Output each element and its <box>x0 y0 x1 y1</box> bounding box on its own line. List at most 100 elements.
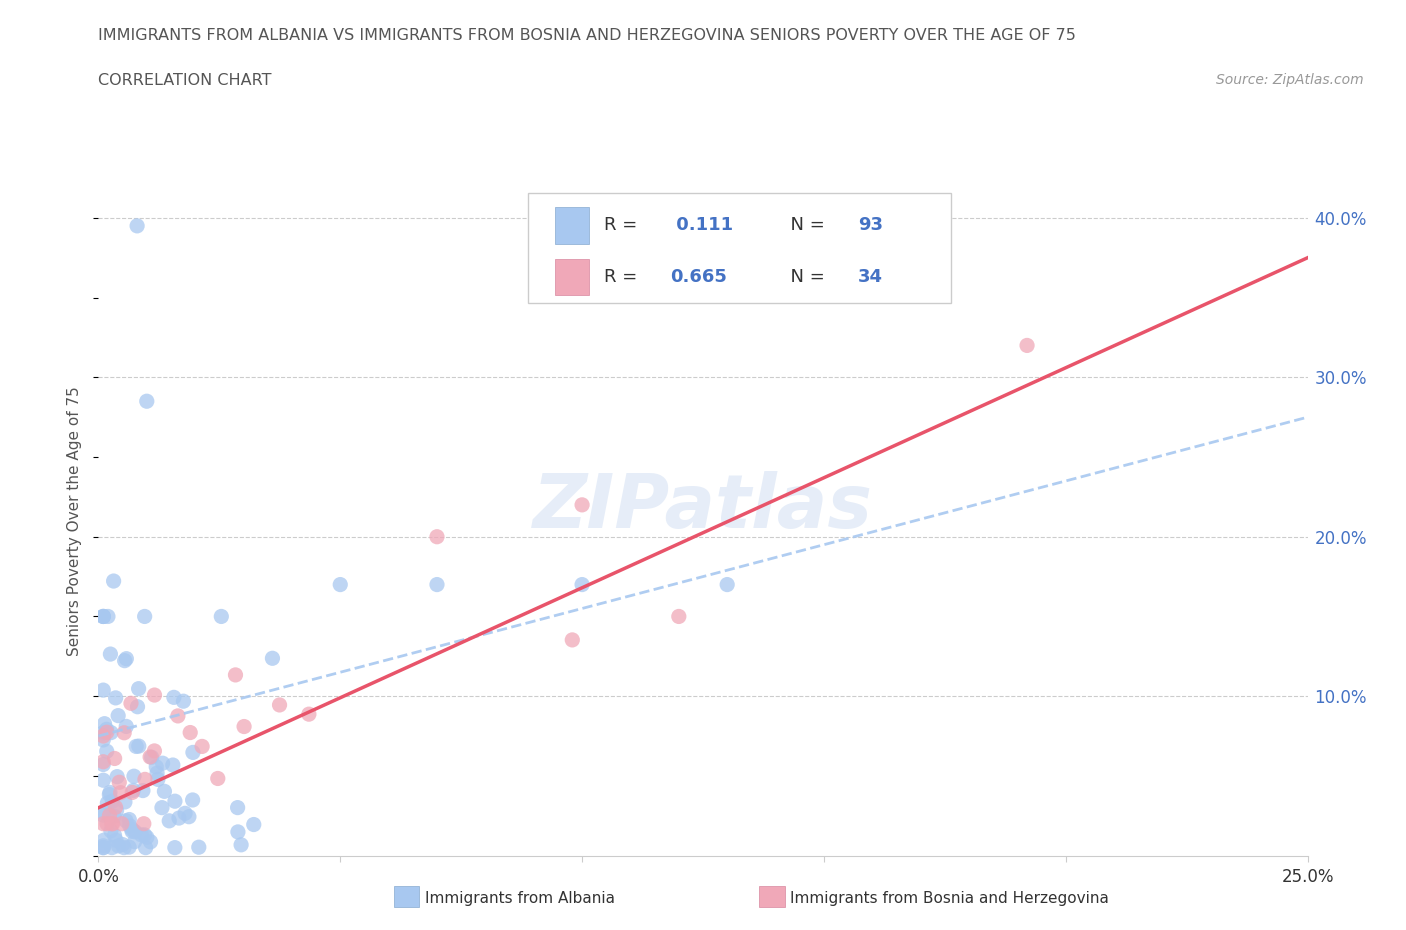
Point <box>139 750 162 764</box>
Text: Source: ZipAtlas.com: Source: ZipAtlas.com <box>1216 73 1364 86</box>
Point <box>124 834 146 849</box>
Point <box>329 578 352 592</box>
Text: Immigrants from Albania: Immigrants from Albania <box>425 891 614 906</box>
Point <box>118 840 141 855</box>
Point <box>150 800 173 815</box>
Point <box>141 750 163 764</box>
Point <box>209 609 232 624</box>
Point <box>122 783 145 798</box>
FancyBboxPatch shape <box>555 206 589 244</box>
Point <box>668 609 690 624</box>
Point <box>105 769 128 784</box>
Point <box>191 739 214 754</box>
Point <box>105 803 128 817</box>
Point <box>143 687 166 702</box>
Point <box>152 756 174 771</box>
Point <box>163 690 186 705</box>
Point <box>91 609 114 624</box>
Point <box>100 823 122 838</box>
Point <box>96 724 118 739</box>
Point <box>167 709 190 724</box>
Point <box>91 817 114 831</box>
Point <box>98 787 121 802</box>
Point <box>103 809 125 824</box>
Text: 0.665: 0.665 <box>671 268 727 286</box>
Point <box>91 804 114 819</box>
Point <box>132 783 155 798</box>
Point <box>127 219 149 233</box>
Point <box>135 393 157 408</box>
Point <box>174 806 197 821</box>
Point <box>207 771 229 786</box>
Point <box>139 834 162 849</box>
Point <box>1015 338 1038 352</box>
Point <box>93 832 115 847</box>
Point <box>114 653 136 668</box>
Point <box>135 840 157 855</box>
Text: ZIPatlas: ZIPatlas <box>533 471 873 544</box>
Point <box>101 840 124 855</box>
Point <box>91 683 114 698</box>
Point <box>122 769 145 784</box>
Point <box>127 699 149 714</box>
Point <box>115 719 138 734</box>
Point <box>124 824 146 839</box>
Point <box>167 811 190 826</box>
Point <box>111 837 134 852</box>
Point <box>103 828 125 843</box>
Point <box>121 824 143 839</box>
Point <box>561 632 583 647</box>
Point <box>101 793 124 808</box>
Point <box>242 817 264 832</box>
Text: N =: N = <box>779 268 831 286</box>
Point <box>96 744 118 759</box>
Text: Immigrants from Bosnia and Herzegovina: Immigrants from Bosnia and Herzegovina <box>790 891 1109 906</box>
Point <box>716 578 738 592</box>
Point <box>426 529 449 544</box>
Point <box>179 725 201 740</box>
Point <box>112 840 135 855</box>
Point <box>262 651 284 666</box>
Point <box>177 809 200 824</box>
Point <box>162 758 184 773</box>
Point <box>96 722 118 737</box>
Point <box>145 760 167 775</box>
Point <box>115 814 138 829</box>
Point <box>226 825 249 840</box>
Point <box>91 808 114 823</box>
Point <box>97 609 120 624</box>
Point <box>172 694 194 709</box>
Point <box>91 754 114 769</box>
Point <box>181 792 204 807</box>
Point <box>112 725 135 740</box>
Point <box>143 743 166 758</box>
Point <box>91 725 114 740</box>
Point <box>100 817 122 831</box>
Point <box>426 578 449 592</box>
Point <box>134 828 156 843</box>
Text: 34: 34 <box>858 268 883 286</box>
Point <box>134 772 156 787</box>
Point <box>100 725 122 740</box>
Text: 0.111: 0.111 <box>671 216 734 234</box>
Point <box>107 708 129 723</box>
FancyBboxPatch shape <box>527 193 950 303</box>
Point <box>91 840 114 855</box>
Point <box>229 837 252 852</box>
Point <box>105 833 128 848</box>
Point <box>224 668 246 683</box>
Point <box>269 698 291 712</box>
Text: N =: N = <box>779 216 831 234</box>
FancyBboxPatch shape <box>555 259 589 296</box>
Point <box>121 785 143 800</box>
Point <box>101 817 124 831</box>
Point <box>107 839 129 854</box>
Point <box>91 757 114 772</box>
Point <box>91 838 114 853</box>
Point <box>108 775 131 790</box>
Point <box>91 733 114 748</box>
Point <box>96 817 118 831</box>
Point <box>118 812 141 827</box>
Point <box>120 696 142 711</box>
Point <box>111 817 134 831</box>
